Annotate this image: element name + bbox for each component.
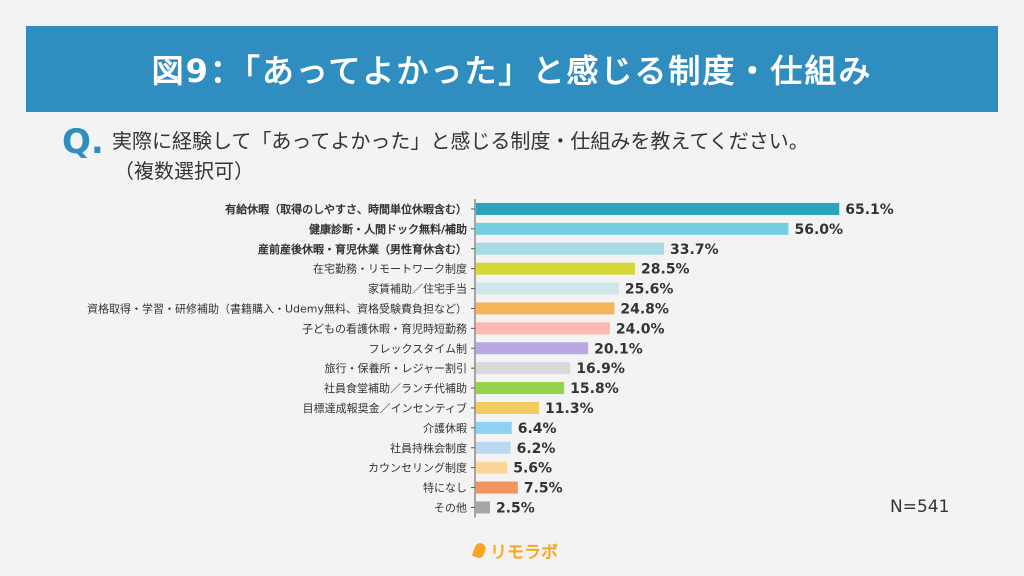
bar: [476, 322, 610, 335]
page-title: 図9：「あってよかった」と感じる制度・仕組み: [151, 52, 873, 90]
bar: [476, 382, 565, 395]
logo-text: リモラボ: [490, 543, 558, 563]
data-label: 25.6%: [625, 282, 674, 298]
data-label: 65.1%: [845, 202, 894, 218]
data-label: 24.0%: [616, 321, 665, 337]
bar: [476, 222, 789, 235]
category-label: 産前産後休暇・育児休業（男性育休含む）: [258, 242, 467, 256]
bar: [476, 461, 508, 474]
title-banner: 図9：「あってよかった」と感じる制度・仕組み: [26, 26, 998, 112]
category-label: 介護休暇: [423, 421, 467, 435]
category-label: 家賃補助／住宅手当: [368, 282, 467, 296]
category-label: 社員食堂補助／ランチ代補助: [324, 381, 467, 395]
bar: [476, 401, 540, 414]
data-label: 6.2%: [517, 441, 556, 457]
data-label: 28.5%: [641, 262, 690, 278]
bar: [476, 242, 665, 255]
question-line-1: 実際に経験して「あってよかった」と感じる制度・仕組みを教えてください。: [112, 129, 809, 153]
data-label: 20.1%: [594, 341, 643, 357]
category-label: 子どもの看護休暇・育児時短勤務: [302, 321, 467, 335]
category-label: カウンセリング制度: [368, 461, 467, 475]
question-text: 実際に経験して「あってよかった」と感じる制度・仕組みを教えてください。 （複数選…: [112, 126, 992, 186]
data-label: 2.5%: [496, 500, 535, 516]
data-label: 7.5%: [524, 481, 563, 497]
category-label: 有給休暇（取得のしやすさ、時間単位休暇含む）: [225, 202, 467, 216]
bar: [476, 481, 518, 494]
category-label: 社員持株会制度: [390, 441, 467, 455]
data-label: 33.7%: [670, 242, 719, 258]
bar: [476, 501, 490, 514]
category-label: 目標達成報奨金／インセンティブ: [303, 401, 467, 415]
question-mark: Q.: [62, 122, 104, 162]
bar: [476, 262, 636, 275]
bar: [476, 342, 589, 355]
category-label: 在宅勤務・リモートワーク制度: [313, 262, 467, 276]
bar: [476, 282, 619, 295]
category-label: 特になし: [423, 481, 467, 495]
bar: [476, 421, 512, 434]
bar: [476, 202, 840, 215]
question-line-2: （複数選択可）: [114, 159, 254, 183]
bar: [476, 302, 615, 315]
bar: [476, 362, 571, 375]
category-label: フレックスタイム制: [369, 342, 467, 355]
category-label: 旅行・保養所・レジャー割引: [325, 361, 467, 375]
data-label: 16.9%: [576, 361, 625, 377]
category-label: その他: [434, 501, 467, 514]
logo-mark-icon: [471, 541, 488, 560]
data-label: 6.4%: [518, 421, 557, 437]
category-label: 健康診断・人間ドック無料/補助: [309, 222, 467, 236]
data-label: 5.6%: [513, 461, 552, 477]
sample-size: N=541: [890, 497, 950, 517]
data-label: 15.8%: [570, 381, 619, 397]
category-label: 資格取得・学習・研修補助（書籍購入・Udemy無料、資格受験費負担など）: [87, 301, 467, 315]
data-label: 56.0%: [794, 222, 843, 238]
data-label: 11.3%: [545, 401, 594, 417]
brand-logo: リモラボ: [471, 538, 558, 563]
data-label: 24.8%: [620, 301, 669, 317]
bar: [476, 441, 511, 454]
